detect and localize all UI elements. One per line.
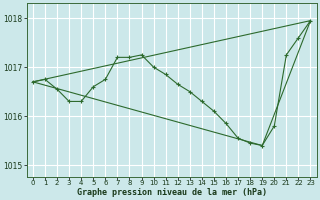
X-axis label: Graphe pression niveau de la mer (hPa): Graphe pression niveau de la mer (hPa) bbox=[77, 188, 267, 197]
